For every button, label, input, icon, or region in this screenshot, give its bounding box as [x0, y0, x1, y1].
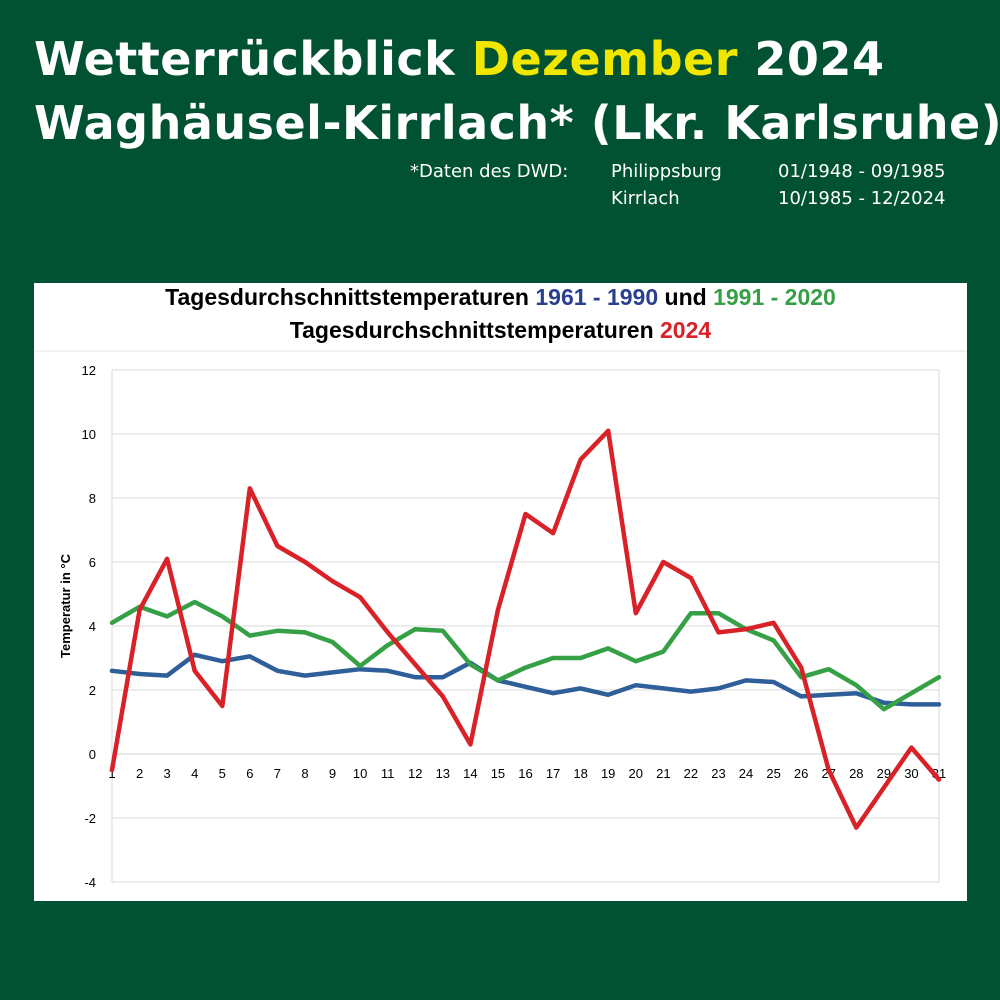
- chart-title-prefix-1: Tagesdurchschnittstemperaturen: [165, 284, 536, 310]
- y-tick-label: -2: [84, 811, 96, 826]
- report-title-line-2: Waghäusel-Kirrlach* (Lkr. Karlsruhe): [34, 96, 1000, 150]
- x-tick-label: 19: [601, 766, 615, 781]
- chart-title-prefix-2: Tagesdurchschnittstemperaturen: [289, 317, 661, 343]
- y-tick-label: 10: [82, 427, 96, 442]
- x-tick-label: 9: [329, 766, 336, 781]
- x-tick-label: 5: [219, 766, 226, 781]
- x-tick-label: 24: [739, 766, 753, 781]
- chart-title-line-1: Tagesdurchschnittstemperaturen 1961 - 19…: [34, 286, 967, 309]
- chart-title-und: und: [658, 284, 714, 310]
- series-line-2024: [109, 428, 942, 830]
- x-tick-label: 7: [274, 766, 281, 781]
- chart-title-period-1961-1990: 1961 - 1990: [535, 284, 659, 310]
- x-tick-label: 26: [794, 766, 808, 781]
- x-tick-label: 18: [573, 766, 587, 781]
- x-tick-label: 21: [656, 766, 670, 781]
- chart-title-line-2: Tagesdurchschnittstemperaturen 2024: [34, 319, 967, 342]
- x-tick-label: 30: [904, 766, 918, 781]
- x-tick-label: 28: [849, 766, 863, 781]
- x-tick-label: 17: [546, 766, 560, 781]
- y-tick-label: 2: [89, 683, 96, 698]
- x-tick-label: 13: [436, 766, 450, 781]
- x-tick-label: 8: [301, 766, 308, 781]
- x-tick-label: 3: [164, 766, 171, 781]
- x-tick-label: 2: [136, 766, 143, 781]
- source-label: *Daten des DWD:: [410, 161, 569, 182]
- y-tick-label: 0: [89, 747, 96, 762]
- title-year: 2024: [737, 32, 885, 86]
- x-tick-label: 4: [191, 766, 198, 781]
- x-tick-label: 25: [766, 766, 780, 781]
- x-tick-label: 10: [353, 766, 367, 781]
- source-station-2: Kirrlach: [611, 188, 680, 209]
- x-tick-label: 20: [629, 766, 643, 781]
- source-period-2: 10/1985 - 12/2024: [778, 188, 946, 209]
- x-tick-label: 12: [408, 766, 422, 781]
- source-period-1: 01/1948 - 09/1985: [778, 161, 946, 182]
- series-line-1991-2020: [109, 599, 942, 712]
- x-tick-label: 11: [381, 766, 395, 781]
- chart-title-year-2024: 2024: [660, 317, 712, 343]
- x-tick-label: 1: [108, 766, 115, 781]
- x-tick-label: 16: [518, 766, 532, 781]
- x-tick-label: 14: [463, 766, 477, 781]
- title-month: Dezember: [471, 32, 738, 86]
- y-tick-label: 6: [89, 555, 96, 570]
- source-station-1: Philippsburg: [611, 161, 722, 182]
- report-title-line-1: Wetterrückblick Dezember 2024: [34, 36, 884, 82]
- chart-panel: Tagesdurchschnittstemperaturen 1961 - 19…: [34, 283, 967, 901]
- series-line-1961-1990: [109, 652, 942, 707]
- y-tick-label: 4: [89, 619, 96, 634]
- x-tick-label: 22: [684, 766, 698, 781]
- x-tick-label: 29: [877, 766, 891, 781]
- x-tick-label: 23: [711, 766, 725, 781]
- chart-title-period-1991-2020: 1991 - 2020: [713, 284, 836, 310]
- y-tick-label: 12: [82, 363, 96, 378]
- title-prefix: Wetterrückblick: [34, 32, 472, 86]
- y-tick-label: -4: [84, 875, 96, 890]
- x-tick-label: 6: [246, 766, 253, 781]
- y-axis-label: Temperatur in °C: [58, 553, 73, 658]
- x-tick-label: 15: [491, 766, 505, 781]
- y-tick-label: 8: [89, 491, 96, 506]
